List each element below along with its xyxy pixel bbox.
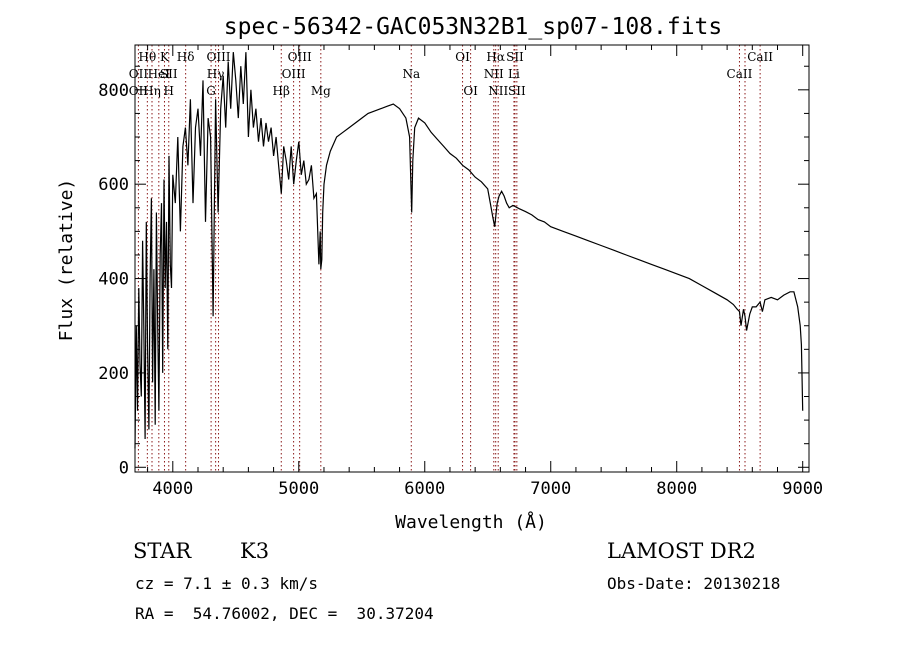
object-class: STAR: [133, 539, 192, 563]
line-label: OIII: [282, 67, 306, 81]
x-tick-label: 9000: [782, 479, 823, 499]
y-tick-label: 400: [98, 270, 129, 290]
coordinates: RA = 54.76002, DEC = 30.37204: [135, 604, 434, 623]
chart-title: spec-56342-GAC053N32B1_sp07-108.fits: [224, 14, 723, 40]
x-axis-label: Wavelength (Å): [395, 511, 547, 533]
spectrum-line: [134, 52, 804, 449]
line-label: Na: [402, 67, 420, 81]
plot-frame: [134, 44, 810, 473]
line-label: Hδ: [177, 50, 195, 64]
x-tick-label: 8000: [656, 479, 697, 499]
y-tick-label: 200: [98, 364, 129, 384]
object-subclass: K3: [240, 539, 270, 563]
line-label: OIII: [206, 50, 230, 64]
line-label: Li: [508, 67, 520, 81]
line-label: Hβ: [273, 84, 290, 98]
x-tick-label: 4000: [152, 479, 193, 499]
line-label: G: [206, 84, 216, 98]
line-label: Mg: [311, 84, 331, 98]
reference-lines: [137, 45, 761, 472]
line-label: SII: [506, 50, 524, 64]
line-label: CaII: [727, 67, 753, 81]
y-axis-label: Flux (relative): [56, 179, 77, 342]
line-label: Hγ: [207, 67, 225, 81]
line-label: Hθ: [138, 50, 156, 64]
line-label: SII: [160, 67, 178, 81]
line-label: NII: [484, 67, 504, 81]
line-label: OII: [129, 84, 149, 98]
line-label: CaII: [747, 50, 773, 64]
x-tick-label: 5000: [278, 479, 319, 499]
y-tick-label: 800: [98, 81, 129, 101]
survey-name: LAMOST DR2: [607, 539, 756, 563]
line-label: Hη: [143, 84, 161, 98]
line-label: OII: [129, 67, 149, 81]
line-label: OI: [455, 50, 470, 64]
x-tick-label: 7000: [530, 479, 571, 499]
line-label: OI: [463, 84, 478, 98]
y-tick-label: 600: [98, 175, 129, 195]
x-tick-label: 6000: [404, 479, 445, 499]
line-label: K: [160, 50, 170, 64]
line-label: SII: [508, 84, 526, 98]
line-label: OIII: [288, 50, 312, 64]
line-label: H: [164, 84, 174, 98]
line-label: NII: [488, 84, 508, 98]
y-tick-label: 0: [119, 458, 129, 478]
redshift-cz: cz = 7.1 ± 0.3 km/s: [135, 574, 319, 593]
line-label: HeI: [148, 67, 171, 81]
line-label: Hα: [486, 50, 505, 64]
axis-ticks: 4000 5000 6000 7000 8000 9000 0 200 400 600 800: [98, 45, 823, 499]
observation-date: Obs-Date: 20130218: [607, 574, 781, 593]
